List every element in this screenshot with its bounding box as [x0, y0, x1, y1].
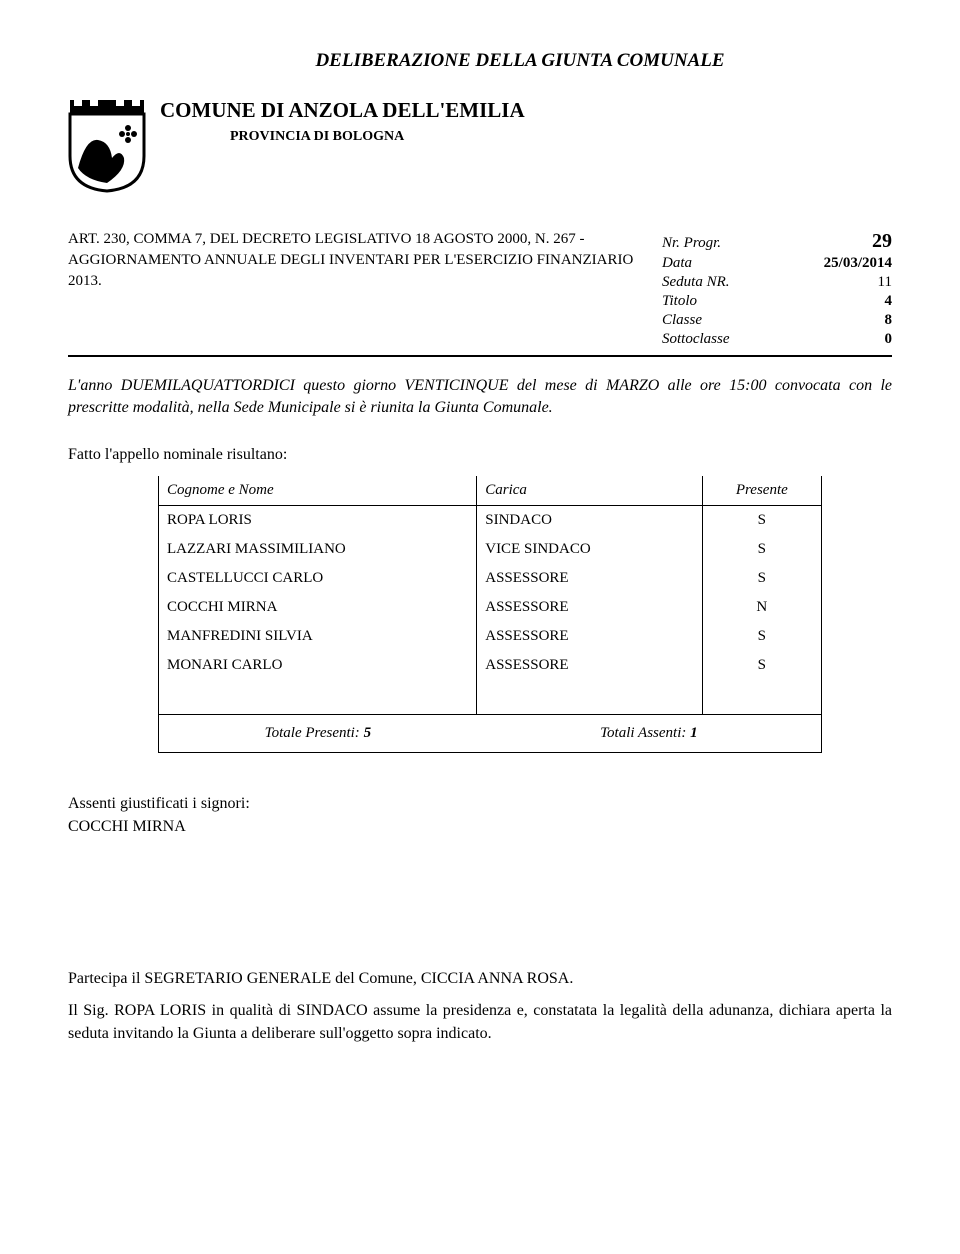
cell-name: MONARI CARLO: [159, 651, 477, 680]
spacer-cell: [159, 680, 477, 715]
roll-call-table: Cognome e Nome Carica Presente ROPA LORI…: [158, 476, 822, 753]
seduta-label: Seduta NR.: [662, 273, 776, 292]
footer-p2: Il Sig. ROPA LORIS in qualità di SINDACO…: [68, 1000, 892, 1045]
col-header-name: Cognome e Nome: [159, 476, 477, 506]
header-row: COMUNE DI ANZOLA DELL'EMILIA PROVINCIA D…: [68, 98, 892, 193]
spacer-cell: [477, 680, 702, 715]
reference-meta: Nr. Progr. 29 Data 25/03/2014 Seduta NR.…: [662, 229, 892, 349]
footer-p1: Partecipa il SEGRETARIO GENERALE del Com…: [68, 968, 892, 990]
titolo-label: Titolo: [662, 292, 776, 311]
table-row: COCCHI MIRNAASSESSOREN: [159, 593, 822, 622]
table-row: ROPA LORISSINDACOS: [159, 506, 822, 536]
classe-value: 8: [776, 311, 892, 330]
cell-name: COCCHI MIRNA: [159, 593, 477, 622]
titolo-value: 4: [776, 292, 892, 311]
cell-role: SINDACO: [477, 506, 702, 536]
cell-present: S: [702, 535, 821, 564]
roll-call-intro: Fatto l'appello nominale risultano:: [68, 446, 892, 464]
totals-present: Totale Presenti: 5: [159, 715, 477, 753]
table-row: MONARI CARLOASSESSORES: [159, 651, 822, 680]
cell-role: ASSESSORE: [477, 651, 702, 680]
totals-absent: Totali Assenti: 1: [477, 715, 822, 753]
nr-progr-value: 29: [776, 229, 892, 254]
table-row: LAZZARI MASSIMILIANOVICE SINDACOS: [159, 535, 822, 564]
reference-subject: ART. 230, COMMA 7, DEL DECRETO LEGISLATI…: [68, 229, 662, 349]
cell-present: S: [702, 651, 821, 680]
cell-name: ROPA LORIS: [159, 506, 477, 536]
cell-present: S: [702, 506, 821, 536]
seduta-value: 11: [776, 273, 892, 292]
roll-call-table-wrap: Cognome e Nome Carica Presente ROPA LORI…: [158, 476, 822, 753]
absent-names: COCCHI MIRNA: [68, 816, 892, 838]
footer-block: Partecipa il SEGRETARIO GENERALE del Com…: [68, 968, 892, 1045]
cell-present: N: [702, 593, 821, 622]
col-header-role: Carica: [477, 476, 702, 506]
reference-row: ART. 230, COMMA 7, DEL DECRETO LEGISLATI…: [68, 229, 892, 357]
absent-block: Assenti giustificati i signori: COCCHI M…: [68, 793, 892, 838]
classe-label: Classe: [662, 311, 776, 330]
table-row: CASTELLUCCI CARLOASSESSORES: [159, 564, 822, 593]
cell-role: ASSESSORE: [477, 593, 702, 622]
cell-name: LAZZARI MASSIMILIANO: [159, 535, 477, 564]
municipal-crest-icon: [68, 98, 146, 193]
cell-role: ASSESSORE: [477, 622, 702, 651]
org-block: COMUNE DI ANZOLA DELL'EMILIA PROVINCIA D…: [160, 98, 892, 145]
preamble: L'anno DUEMILAQUATTORDICI questo giorno …: [68, 375, 892, 418]
cell-name: MANFREDINI SILVIA: [159, 622, 477, 651]
sottoclasse-value: 0: [776, 330, 892, 349]
spacer-cell: [702, 680, 821, 715]
absent-intro: Assenti giustificati i signori:: [68, 793, 892, 815]
cell-role: ASSESSORE: [477, 564, 702, 593]
table-row: MANFREDINI SILVIAASSESSORES: [159, 622, 822, 651]
document-title: DELIBERAZIONE DELLA GIUNTA COMUNALE: [148, 50, 892, 72]
org-sub: PROVINCIA DI BOLOGNA: [230, 129, 892, 145]
data-value: 25/03/2014: [776, 254, 892, 273]
cell-name: CASTELLUCCI CARLO: [159, 564, 477, 593]
col-header-present: Presente: [702, 476, 821, 506]
org-name: COMUNE DI ANZOLA DELL'EMILIA: [160, 98, 892, 123]
cell-role: VICE SINDACO: [477, 535, 702, 564]
data-label: Data: [662, 254, 776, 273]
nr-progr-label: Nr. Progr.: [662, 229, 776, 254]
sottoclasse-label: Sottoclasse: [662, 330, 776, 349]
cell-present: S: [702, 622, 821, 651]
cell-present: S: [702, 564, 821, 593]
